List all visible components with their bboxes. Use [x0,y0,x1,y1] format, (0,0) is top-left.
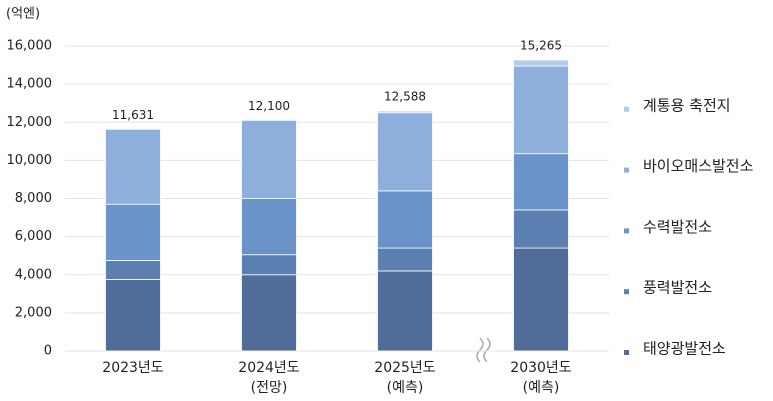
x-tick-label: 2024년도 [238,360,300,376]
x-tick-note: (예측) [387,380,424,396]
y-tick-label: 6,000 [15,229,52,244]
bar-segment [513,59,569,67]
x-tick-note: (전망) [251,380,288,396]
x-tick-label: 2023년도 [102,360,164,376]
x-tick-note: (예측) [523,380,560,396]
y-tick-label: 4,000 [15,267,52,282]
y-tick-label: 10,000 [7,153,53,168]
total-label: 15,265 [520,39,562,53]
bar-segment [513,209,569,249]
y-tick-label: 0 [44,344,52,359]
total-label: 11,631 [112,108,154,122]
bar-segment [377,247,433,272]
legend-label: 수력발전소 [643,218,712,236]
unit-label: (억엔) [6,7,40,22]
legend-label: 계통용 축전지 [643,96,731,114]
legend-swatch [624,350,629,355]
y-tick-label: 16,000 [7,39,53,54]
bar-segment [241,198,297,256]
bar-segment [241,274,297,352]
total-label: 12,100 [248,99,290,113]
y-tick-label: 14,000 [7,77,53,92]
bar-segment [513,247,569,352]
total-label: 12,588 [384,90,426,104]
bar-segment [105,260,161,280]
x-tick-label: 2030년도 [510,360,572,376]
bar-segment [241,254,297,276]
bar-segment [377,270,433,352]
bar-segment [513,153,569,211]
bar-segment [105,279,161,352]
y-tick-label: 2,000 [15,305,52,320]
bar-segment [513,65,569,155]
legend-label: 풍력발전소 [643,279,712,297]
bar-segment [377,190,433,249]
legend-label: 바이오매스발전소 [643,157,754,175]
legend-swatch [624,228,629,234]
legend-swatch [624,289,629,295]
bar-segment [377,110,433,114]
y-tick-label: 8,000 [15,191,52,206]
bar-segment [377,112,433,192]
legend-swatch [624,106,629,112]
legend-swatch [624,167,629,173]
legend-label: 태양광발전소 [643,340,726,358]
y-tick-label: 12,000 [7,115,53,130]
bar-segment [105,128,161,205]
x-tick-label: 2025년도 [374,360,436,376]
bar-segment [241,119,297,199]
axis-break [476,337,491,363]
bar-segment [105,203,161,261]
